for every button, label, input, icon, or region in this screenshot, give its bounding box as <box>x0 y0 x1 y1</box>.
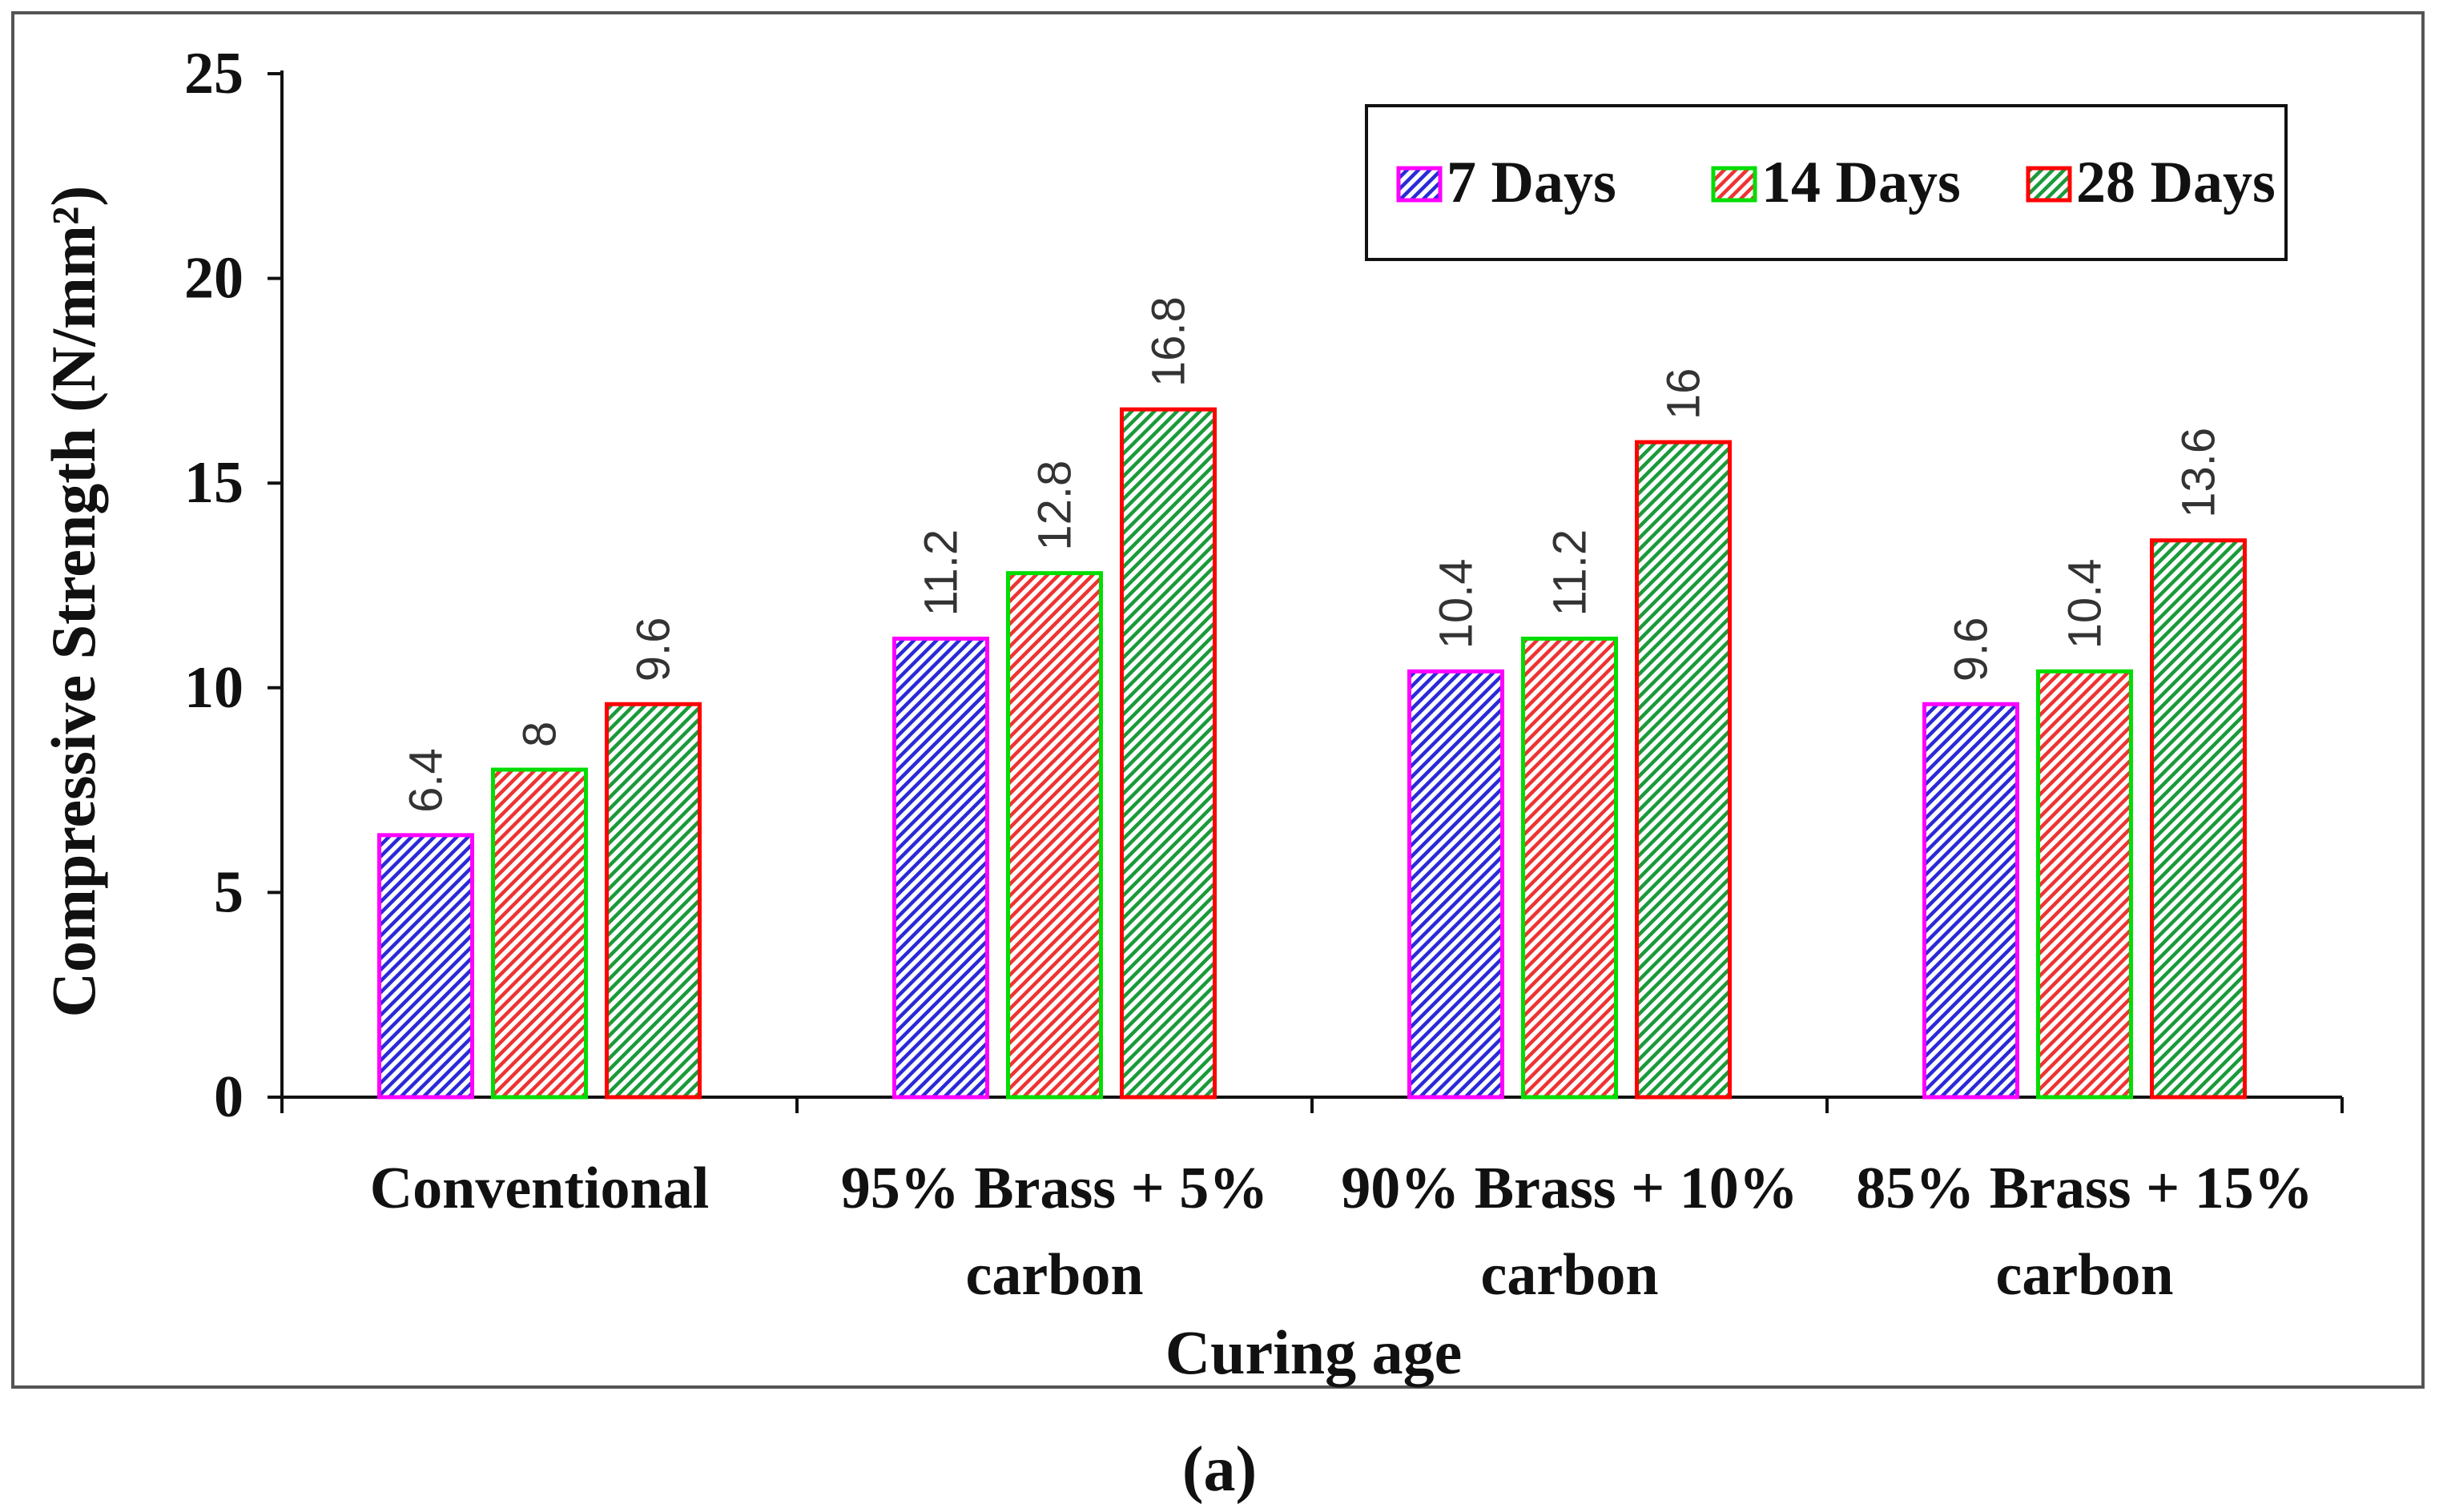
legend-label: 7 Days <box>1447 150 1616 215</box>
data-label: 8 <box>514 722 566 747</box>
data-label: 16.8 <box>1143 296 1195 387</box>
y-axis-title: Compressive Strength (N/mm²) <box>38 186 108 1018</box>
legend-swatch <box>1396 166 1443 203</box>
y-tick-label: 15 <box>184 450 243 516</box>
legend-box <box>1365 104 2288 261</box>
data-label: 10.4 <box>1431 558 1483 649</box>
data-label: 10.4 <box>2059 558 2111 649</box>
bar-14-days-cat-3 <box>2036 669 2133 1100</box>
x-category-label: carbon <box>1996 1242 2174 1308</box>
y-tick-label: 20 <box>184 246 243 312</box>
legend-label: 14 Days <box>1761 150 1961 215</box>
bar-28-days-cat-1 <box>1120 407 1217 1100</box>
bar-28-days-cat-3 <box>2150 538 2247 1100</box>
chart-frame <box>11 11 2425 1389</box>
bar-14-days-cat-1 <box>1006 571 1103 1100</box>
bar-28-days-cat-2 <box>1635 440 1732 1100</box>
legend: 7 Days 14 Days 28 Days <box>1365 104 2288 261</box>
x-category-label: 90% Brass + 10% <box>1341 1156 1797 1221</box>
bar-7-days-cat-1 <box>892 636 989 1100</box>
data-label: 13.6 <box>2173 428 2225 518</box>
data-label: 16 <box>1658 368 1710 420</box>
plot-area: 0 5 10 15 20 25 6.4 8 9.6 Conventional 11.2 12.8 16.… <box>38 41 2344 1387</box>
x-category-label: carbon <box>1481 1242 1659 1308</box>
y-tick-label: 10 <box>184 655 243 721</box>
x-axis-title: Curing age <box>1165 1317 1463 1387</box>
x-category-label: 95% Brass + 5% <box>841 1156 1268 1221</box>
data-label: 12.8 <box>1029 460 1081 551</box>
y-tick-label: 0 <box>214 1064 243 1130</box>
figure-caption: (a) <box>1181 1434 1258 1505</box>
bar-7-days-cat-2 <box>1407 669 1504 1100</box>
data-label: 11.2 <box>916 529 968 617</box>
x-category-label: 85% Brass + 15% <box>1856 1156 2312 1221</box>
bar-14-days-cat-0 <box>491 767 588 1100</box>
data-label: 9.6 <box>628 617 680 682</box>
bar-7-days-cat-3 <box>1922 702 2019 1100</box>
legend-swatch <box>1711 166 1757 203</box>
data-label: 6.4 <box>400 748 453 813</box>
data-label: 11.2 <box>1544 529 1596 617</box>
bar-7-days-cat-0 <box>377 833 474 1100</box>
x-category-label: carbon <box>966 1242 1144 1308</box>
bar-14-days-cat-2 <box>1521 636 1618 1100</box>
legend-swatch <box>2026 166 2072 203</box>
legend-label: 28 Days <box>2076 150 2276 215</box>
y-tick-label: 5 <box>214 859 243 925</box>
data-label: 9.6 <box>1946 617 1998 682</box>
x-category-label: Conventional <box>370 1156 710 1221</box>
y-tick-label: 25 <box>184 41 243 107</box>
bar-28-days-cat-0 <box>605 702 702 1100</box>
